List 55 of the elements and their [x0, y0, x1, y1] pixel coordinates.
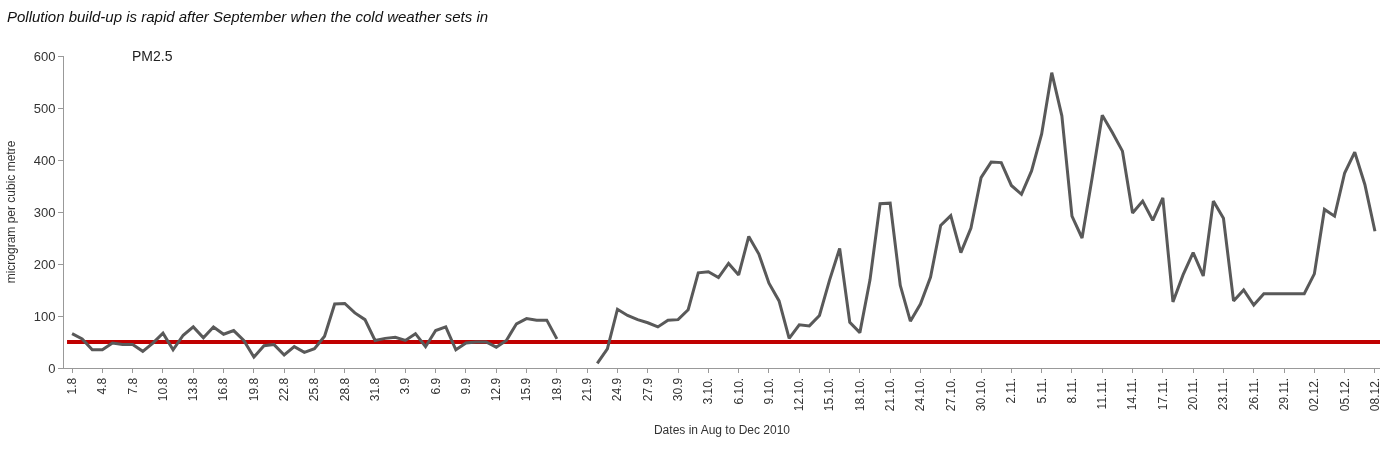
x-tick-label: 7.8 — [125, 377, 140, 395]
x-tick-label: 05.12. — [1337, 377, 1352, 412]
x-tick-label: 23.11. — [1216, 377, 1231, 411]
x-tick-label: 1.8 — [64, 377, 79, 395]
x-tick-label: 21.10. — [883, 377, 898, 412]
x-tick-label: 25.8 — [307, 377, 322, 402]
x-tick-label: 13.8 — [186, 377, 201, 402]
x-tick-label: 02.12. — [1307, 377, 1322, 412]
x-tick-label: 17.11. — [1155, 377, 1170, 411]
y-tick-label: 400 — [33, 152, 56, 168]
x-tick-label: 31.8 — [367, 377, 382, 402]
y-tick-label: 300 — [33, 204, 56, 220]
x-tick-label: 15.10. — [822, 377, 837, 412]
x-tick-label: 12.9 — [489, 377, 504, 402]
x-tick-label: 27.9 — [640, 377, 655, 402]
y-axis-title: microgram per cubic metre — [4, 140, 18, 284]
x-tick-label: 8.11. — [1064, 377, 1079, 404]
x-tick-label: 30.10. — [973, 377, 988, 412]
x-tick-label: 18.9 — [549, 377, 564, 402]
x-tick-label: 26.11. — [1246, 377, 1261, 411]
x-tick-label: 4.8 — [95, 377, 110, 395]
x-axis-title: Dates in Aug to Dec 2010 — [653, 423, 791, 438]
x-tick-label: 08.12. — [1367, 377, 1382, 412]
x-tick-label: 18.10. — [852, 377, 867, 412]
x-tick-label: 24.10. — [913, 377, 928, 412]
x-tick-label: 14.11. — [1125, 377, 1140, 411]
x-tick-label: 12.10. — [792, 377, 807, 412]
x-tick-label: 5.11. — [1034, 377, 1049, 404]
x-tick-label: 6.10. — [731, 377, 746, 405]
x-tick-label: 6.9 — [428, 377, 443, 395]
x-tick-label: 9.9 — [458, 377, 473, 395]
x-tick-label: 16.8 — [216, 377, 231, 402]
annotation: PM2.5 — [132, 48, 173, 64]
y-tick-label: 100 — [33, 308, 56, 324]
y-tick-label: 0 — [48, 360, 56, 376]
x-tick-label: 3.9 — [398, 377, 413, 395]
x-tick-label: 21.9 — [580, 377, 595, 402]
x-tick-label: 20.11. — [1186, 377, 1201, 411]
x-tick-label: 11.11. — [1095, 377, 1110, 410]
y-tick-label: 200 — [33, 256, 56, 272]
x-tick-label: 15.9 — [519, 377, 534, 402]
x-tick-label: 3.10. — [701, 377, 716, 405]
x-tick-label: 30.9 — [670, 377, 685, 402]
x-tick-label: 24.9 — [610, 377, 625, 402]
x-tick-label: 27.10. — [943, 377, 958, 412]
y-tick-label: 500 — [33, 100, 56, 116]
y-tick-label: 600 — [33, 48, 56, 64]
chart-title: Pollution build-up is rapid after September when the cold weather sets in — [6, 8, 489, 26]
x-tick-label: 22.8 — [277, 377, 292, 402]
x-tick-label: 2.11. — [1004, 377, 1019, 404]
x-tick-label: 28.8 — [337, 377, 352, 402]
x-tick-label: 19.8 — [246, 377, 261, 402]
x-tick-label: 9.10. — [761, 377, 776, 405]
x-tick-label: 10.8 — [155, 377, 170, 402]
x-tick-label: 29.11. — [1276, 377, 1291, 411]
